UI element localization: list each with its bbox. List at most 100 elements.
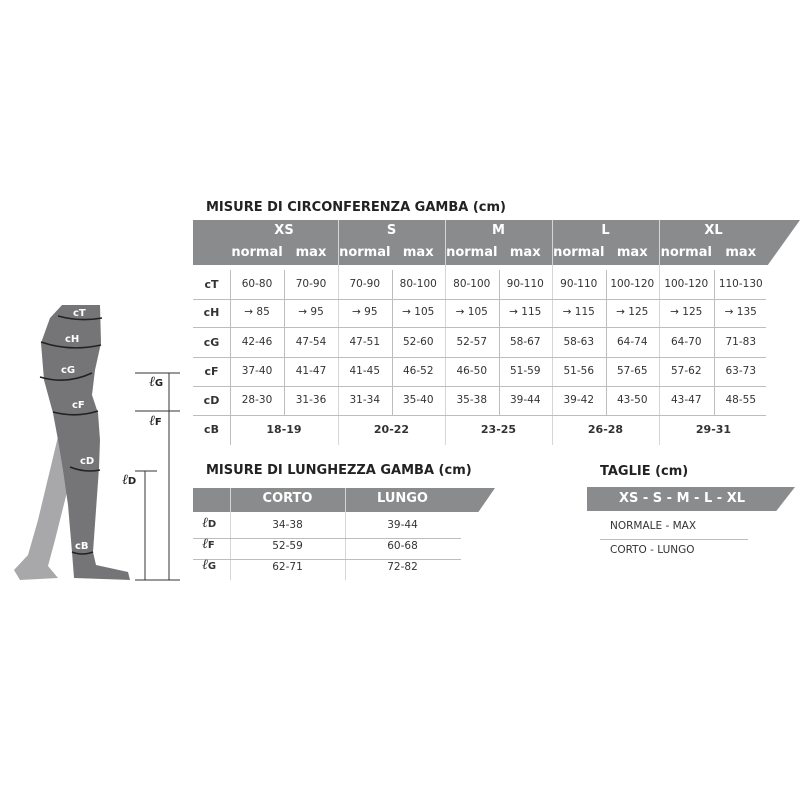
- sizes-header: [587, 487, 795, 511]
- label-lF: ℓF: [149, 413, 162, 429]
- table-cell: 63-73: [725, 365, 756, 377]
- sub-header-normal: normal: [231, 245, 283, 260]
- sub-header-max: max: [402, 245, 434, 260]
- table-cell: → 125: [616, 306, 649, 318]
- size-header: XL: [704, 223, 723, 238]
- table-cell: 43-50: [616, 394, 648, 406]
- table-cell: 70-90: [295, 278, 327, 290]
- column-divider: [713, 270, 715, 415]
- sub-header-normal: normal: [339, 245, 391, 260]
- table-cell: 80-100: [399, 278, 437, 290]
- band-cT: [57, 315, 103, 321]
- sub-header-normal: normal: [446, 245, 498, 260]
- table-cell: 48-55: [725, 394, 756, 406]
- sub-header-normal: normal: [553, 245, 605, 260]
- row-label: ℓD: [202, 515, 216, 532]
- subscript: F: [207, 540, 215, 551]
- table-cell: 52-60: [402, 336, 434, 348]
- table-cell: → 125: [670, 306, 703, 318]
- row-divider: [193, 327, 766, 328]
- table-cell: 46-50: [456, 365, 487, 377]
- band-cG: [39, 372, 93, 381]
- column-divider: [284, 270, 285, 415]
- table-cell: 47-51: [349, 336, 380, 348]
- table-cell: 52-57: [456, 336, 487, 348]
- table-cell: 58-67: [509, 336, 541, 348]
- table-cell: 90-110: [506, 278, 544, 290]
- table-cell: → 115: [509, 306, 542, 318]
- row-label: ℓG: [202, 557, 216, 574]
- label-lD: ℓD: [122, 472, 137, 488]
- leg-figure: [14, 305, 180, 581]
- sub-header-max: max: [616, 245, 648, 260]
- table-cell: → 95: [298, 306, 324, 318]
- row-divider: [193, 559, 461, 560]
- table-cell: 62-71: [272, 561, 303, 573]
- table-cell: 37-40: [241, 365, 273, 377]
- table-cell: 71-83: [725, 336, 756, 348]
- sub-header-max: max: [295, 245, 327, 260]
- label-cB: cB: [75, 541, 89, 552]
- table-cell: 20-22: [373, 423, 410, 436]
- table-cell: 26-28: [587, 423, 624, 436]
- table-cell: → 115: [562, 306, 595, 318]
- table-cell: 31-36: [295, 394, 327, 406]
- label-cG: cG: [61, 365, 76, 376]
- sizes-row: CORTO - LUNGO: [610, 544, 695, 556]
- table-cell: 52-59: [272, 540, 303, 552]
- table-cell: 18-19: [266, 423, 302, 436]
- table-cell: 41-45: [349, 365, 380, 377]
- ell-symbol: ℓ: [202, 557, 208, 573]
- row-label: ℓF: [202, 536, 215, 553]
- table-cell: → 135: [724, 306, 757, 318]
- table-cell: 58-63: [563, 336, 594, 348]
- table-cell: 80-100: [453, 278, 491, 290]
- label-cT: cT: [73, 308, 86, 319]
- sub-header-normal: normal: [660, 245, 712, 260]
- label-cD: cD: [80, 456, 95, 467]
- table-cell: 64-74: [616, 336, 648, 348]
- table-cell: 39-44: [387, 519, 418, 531]
- table-cell: 60-80: [241, 278, 273, 290]
- row-label: cH: [203, 306, 220, 319]
- sizes-title: TAGLIE (cm): [600, 464, 689, 479]
- column-divider: [338, 220, 339, 445]
- table-cell: 60-68: [387, 540, 418, 552]
- column-header: LUNGO: [377, 491, 428, 506]
- table-cell: 39-42: [563, 394, 594, 406]
- table-cell: 42-46: [241, 336, 273, 348]
- table-cell: 64-70: [670, 336, 702, 348]
- label-cH: cH: [65, 334, 80, 345]
- column-divider: [230, 488, 231, 580]
- column-divider: [498, 270, 500, 415]
- table-cell: 57-62: [670, 365, 702, 377]
- column-divider: [659, 220, 660, 445]
- table-cell: 51-56: [563, 365, 594, 377]
- table-cell: 35-40: [402, 394, 434, 406]
- label-cF: cF: [72, 400, 85, 411]
- length-title: MISURE DI LUNGHEZZA GAMBA (cm): [206, 463, 472, 478]
- table-cell: 70-90: [349, 278, 380, 290]
- column-header: CORTO: [262, 491, 313, 506]
- table-cell: 46-52: [402, 365, 434, 377]
- row-label: cT: [204, 278, 219, 291]
- table-cell: 35-38: [456, 394, 487, 406]
- front-leg: [41, 305, 130, 580]
- table-cell: 57-65: [616, 365, 648, 377]
- row-label: cF: [204, 365, 219, 378]
- band-cF: [52, 410, 99, 416]
- table-cell: 72-82: [387, 561, 418, 573]
- row-divider: [193, 357, 766, 358]
- table-cell: 31-34: [349, 394, 380, 406]
- band-cD: [69, 466, 101, 472]
- column-divider: [445, 220, 446, 445]
- subscript: G: [207, 561, 217, 572]
- table-cell: 28-30: [241, 394, 273, 406]
- size-header: M: [492, 223, 505, 238]
- table-cell: 29-31: [695, 423, 732, 436]
- row-label: cD: [203, 394, 220, 407]
- table-cell: 100-120: [610, 278, 655, 290]
- table-cell: 51-59: [509, 365, 541, 377]
- table-cell: 23-25: [480, 423, 517, 436]
- table-cell: → 95: [352, 306, 378, 318]
